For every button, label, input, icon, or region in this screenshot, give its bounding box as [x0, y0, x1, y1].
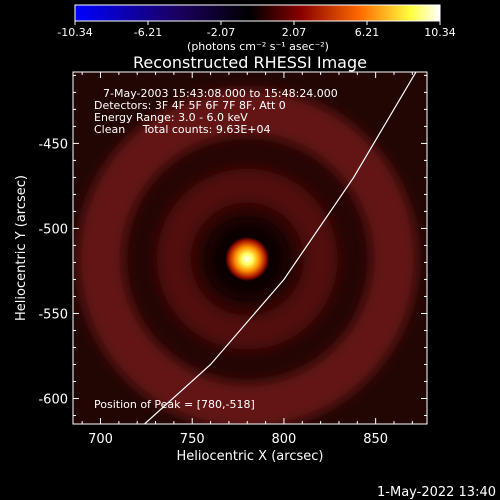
- peak-source: [225, 237, 270, 282]
- x-axis-ticks: 700 750 800 850: [81, 72, 413, 447]
- y-tick-label: -600: [38, 392, 68, 407]
- plot-area: [73, 72, 427, 424]
- y-tick-label: -450: [38, 137, 68, 152]
- annotation-energy-range: Energy Range: 3.0 - 6.0 keV: [94, 111, 248, 124]
- x-tick-label: 800: [272, 432, 297, 447]
- y-axis-label: Heliocentric Y (arcsec): [14, 175, 29, 321]
- plot-frame: [72, 71, 428, 425]
- x-tick-label: 750: [180, 432, 205, 447]
- y-tick-label: -500: [38, 222, 68, 237]
- colorbar-tick-label: 6.21: [355, 26, 380, 39]
- colorbar-unit-label: (photons cm⁻² s⁻¹ asec⁻²): [187, 40, 329, 53]
- emission-ring: [156, 168, 338, 350]
- emission-ring: [77, 89, 417, 424]
- solar-limb-line: [144, 72, 417, 424]
- annotations: 7-May-2003 15:43:08.000 to 15:48:24.000 …: [94, 87, 338, 411]
- y-tick-label: -550: [38, 307, 68, 322]
- annotation-clean-counts: Clean Total counts: 9.63E+04: [94, 123, 271, 136]
- colorbar-tick-label: 10.34: [424, 26, 456, 39]
- colorbar-frame: [74, 4, 441, 22]
- colorbar-tick-label: -6.21: [134, 26, 162, 39]
- colorbar-tick-label: -10.34: [57, 26, 92, 39]
- y-axis-ticks: -450 -500 -550 -600: [38, 74, 427, 416]
- colorbar-ticks: -10.34 -6.21 -2.07 2.07 6.21 10.34: [57, 21, 456, 39]
- colorbar: -10.34 -6.21 -2.07 2.07 6.21 10.34 (photons c…: [57, 4, 456, 53]
- colorbar-gradient: [75, 5, 440, 21]
- chart-title: Reconstructed RHESSI Image: [133, 53, 367, 72]
- x-tick-label: 700: [88, 432, 113, 447]
- footer-date: 1-May-2022 13:40: [377, 485, 496, 500]
- annotation-peak-position: Position of Peak = [780,-518]: [94, 398, 255, 411]
- annotation-time-range: 7-May-2003 15:43:08.000 to 15:48:24.000: [103, 87, 338, 100]
- x-tick-label: 850: [363, 432, 388, 447]
- annotation-detectors: Detectors: 3F 4F 5F 6F 7F 8F, Att 0: [94, 99, 286, 112]
- colorbar-tick-label: 2.07: [282, 26, 307, 39]
- x-axis-label: Heliocentric X (arcsec): [177, 449, 324, 464]
- colorbar-tick-label: -2.07: [207, 26, 235, 39]
